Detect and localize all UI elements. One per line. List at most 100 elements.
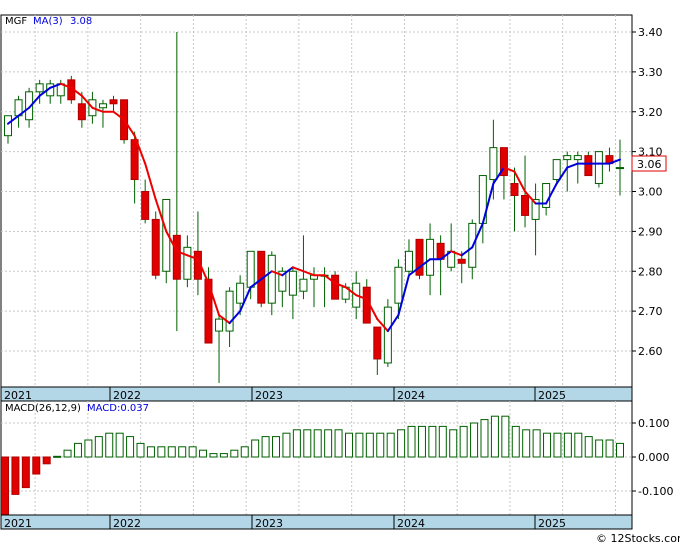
macd-bar-positive <box>209 453 218 458</box>
ma-value: 3.08 <box>70 16 92 27</box>
macd-bar-positive <box>251 439 260 458</box>
candle-down <box>499 147 508 177</box>
macd-bar-positive <box>53 455 62 458</box>
price-axis: 3.40 3.30 3.20 3.10 3.00 2.90 2.80 2.70 2.60 <box>632 26 663 358</box>
candle-up <box>616 167 624 170</box>
ma3-segment <box>49 82 62 89</box>
ma3-segment <box>566 162 579 169</box>
macd-bar-negative <box>21 456 30 489</box>
footer-credit: © 12Stocks.com <box>596 532 680 545</box>
candle-down <box>141 191 150 220</box>
macd-bar-positive <box>199 449 208 458</box>
candle-up <box>278 270 287 292</box>
macd-bar-positive <box>240 446 249 458</box>
price-timeline-labels: 2021 2022 2023 2024 2025 <box>0 387 566 402</box>
macd-bar-positive <box>553 432 562 458</box>
macd-bar-negative <box>1 456 9 516</box>
ma3-segment <box>165 230 178 253</box>
ma3-segment <box>38 86 52 97</box>
price-tick-label: 3.10 <box>638 146 663 159</box>
candle-up <box>215 318 224 332</box>
price-tick-label: 2.70 <box>638 305 663 318</box>
macd-bar-positive <box>490 415 499 458</box>
ma3-segment <box>228 310 242 325</box>
macd-bar-positive <box>605 439 614 458</box>
macd-bar-positive <box>126 436 135 458</box>
candle-up <box>162 198 171 272</box>
candle-down <box>457 258 466 264</box>
ma3-segment <box>28 94 41 109</box>
candle-down <box>151 218 160 276</box>
ma-label: MA(3) <box>33 16 63 27</box>
ma3-segment <box>386 314 400 333</box>
macd-panel: 0.100 0.000 -0.100 MACD(26,12,9) MACD:0.03… <box>0 400 673 530</box>
ma3-segment <box>123 118 136 137</box>
candle-down <box>373 326 382 360</box>
macd-bar-positive <box>459 425 468 458</box>
ma3-segment <box>70 86 83 97</box>
candle-up <box>299 278 308 292</box>
year-label: 2021 <box>4 517 32 530</box>
macd-bar-positive <box>230 449 239 458</box>
ma3-segment <box>196 258 210 285</box>
ma3-segment <box>545 182 558 205</box>
year-label: 2022 <box>113 389 141 402</box>
macd-bar-positive <box>115 432 124 458</box>
price-legend: MGF MA(3) 3.08 <box>5 16 92 27</box>
ma3-segment <box>133 134 147 165</box>
ma3-segment <box>471 222 484 249</box>
macd-bar-negative <box>11 456 20 495</box>
candle-down <box>77 103 86 121</box>
macd-bar-positive <box>334 429 343 458</box>
ma3-segment <box>144 162 157 201</box>
candle-up <box>98 103 107 109</box>
ma3-segment <box>281 266 294 277</box>
candle-up <box>236 282 245 304</box>
macd-bar-positive <box>157 446 166 458</box>
ma3-segment <box>376 318 389 333</box>
macd-bar-positive <box>292 429 301 458</box>
ma3-segment <box>334 282 347 289</box>
year-label: 2023 <box>255 517 283 530</box>
year-label: 2025 <box>538 389 566 402</box>
candle-up <box>183 246 192 280</box>
ma3-segment <box>59 82 73 89</box>
candle-down <box>130 139 139 181</box>
candle-up <box>594 151 603 185</box>
macd-bar-positive <box>146 446 155 458</box>
candle-up <box>267 254 276 304</box>
ma3-segment <box>239 286 252 313</box>
price-tick-label: 2.90 <box>638 225 663 238</box>
macd-axis: 0.100 0.000 -0.100 <box>632 417 673 498</box>
ma3-segment <box>80 94 94 109</box>
price-tick-label: 3.20 <box>638 106 663 119</box>
ma3-segment <box>439 250 453 261</box>
ma3-segment <box>17 106 31 117</box>
ma3-segment <box>218 314 231 325</box>
price-panel: 3.40 3.30 3.20 3.10 3.00 2.90 2.80 2.70 2.60 MGF… <box>0 14 667 402</box>
candle-up <box>563 155 572 161</box>
macd-bar-positive <box>386 432 395 458</box>
candle-down <box>331 274 340 300</box>
price-tick-label: 3.00 <box>638 186 663 199</box>
macd-bar-positive <box>167 446 176 458</box>
ma3-segment <box>502 166 516 173</box>
candle-up <box>383 306 392 364</box>
macd-label: MACD(26,12,9) <box>5 403 81 414</box>
ma3-segment <box>555 166 569 185</box>
macd-bar-positive <box>501 415 510 458</box>
macd-bar-positive <box>574 432 583 458</box>
ma3-segment <box>112 110 126 121</box>
ma3-segment <box>407 266 421 277</box>
candle-down <box>510 183 519 196</box>
ma3-segment <box>450 250 463 257</box>
ma3-segment <box>207 282 221 317</box>
ma3-segment <box>154 198 168 233</box>
candle-up <box>35 83 44 93</box>
macd-bar-positive <box>324 429 333 458</box>
year-label: 2024 <box>397 517 425 530</box>
candle-down <box>109 99 118 105</box>
macd-bar-positive <box>105 432 114 458</box>
ma3-segment <box>270 270 284 277</box>
macd-bar-positive <box>584 436 593 458</box>
